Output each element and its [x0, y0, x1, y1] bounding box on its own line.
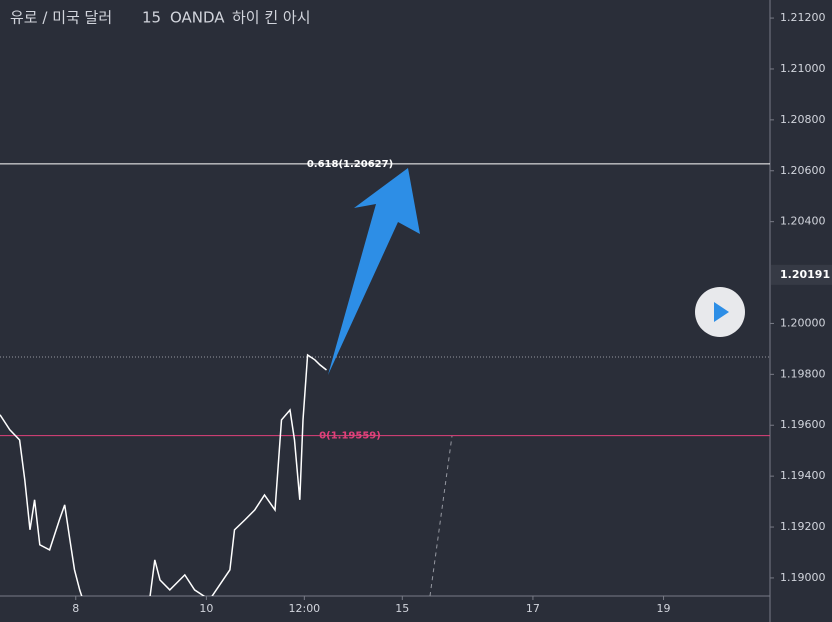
- arrow: [328, 168, 420, 375]
- y-tick-label: 1.21200: [780, 11, 826, 24]
- x-tick-label: 15: [395, 602, 409, 615]
- y-tick-label: 1.21000: [780, 62, 826, 75]
- x-tick-label: 10: [199, 602, 213, 615]
- price-line: [0, 353, 327, 596]
- symbol: 유로 / 미국 달러: [10, 9, 112, 27]
- fib-label: 0.618(1.20627): [307, 159, 393, 170]
- x-tick-label: 8: [72, 602, 79, 615]
- fib-label: 0(1.19559): [319, 431, 381, 442]
- play-button[interactable]: [695, 287, 745, 337]
- source: OANDA: [170, 9, 225, 27]
- chart-style: 하이 킨 아시: [232, 9, 311, 27]
- y-tick-label: 1.19200: [780, 520, 826, 533]
- y-tick-label: 1.19800: [780, 367, 826, 380]
- y-tick-label: 1.20400: [780, 215, 826, 228]
- current-price-box: [771, 264, 832, 285]
- projection-line: [429, 435, 453, 597]
- y-tick-label: 1.19000: [780, 571, 826, 584]
- y-tick-label: 1.19600: [780, 418, 826, 431]
- y-tick-label: 1.20600: [780, 164, 826, 177]
- y-tick-label: 1.20000: [780, 316, 826, 329]
- current-price-label: 1.20191: [780, 268, 830, 281]
- x-tick-label: 19: [657, 602, 671, 615]
- y-tick-label: 1.20800: [780, 113, 826, 126]
- x-tick-label: 12:00: [288, 602, 320, 615]
- title: 유로 / 미국 달러 15 OANDA 하이 킨 아시: [10, 9, 311, 27]
- interval: 15: [142, 9, 161, 27]
- x-tick-label: 17: [526, 602, 540, 615]
- y-tick-label: 1.19400: [780, 469, 826, 482]
